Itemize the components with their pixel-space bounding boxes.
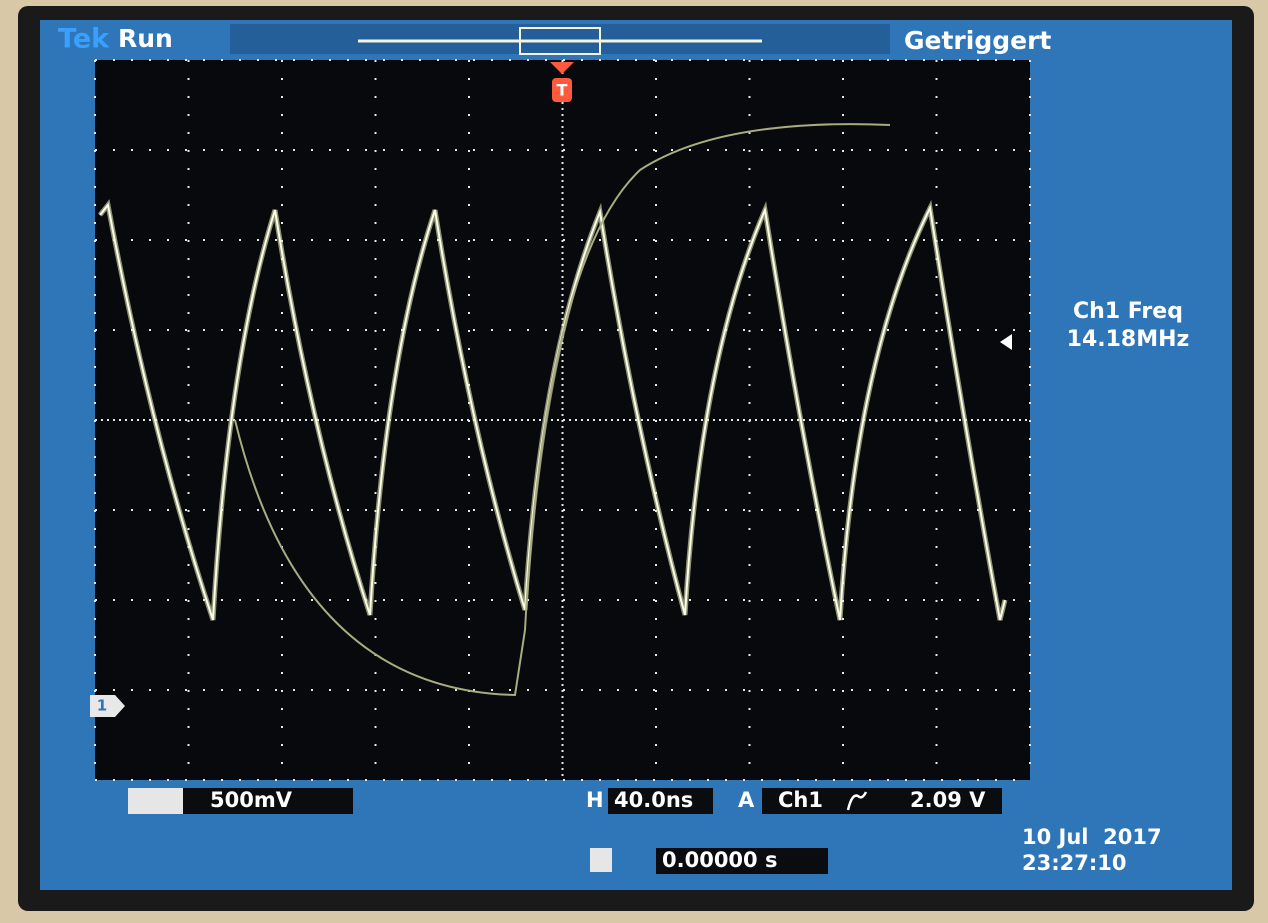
channel-marker-label: 1 [97, 697, 107, 715]
trigger-marker-label: T [557, 81, 568, 100]
time: 23:27:10 [1022, 851, 1126, 875]
ch1-badge [128, 788, 183, 814]
page: Tek Run Getriggert T 1 Ch1 Freq 14.18MHz… [0, 0, 1268, 923]
horizontal-scale: 40.0ns [614, 788, 693, 812]
trigger-state: Getriggert [904, 26, 1051, 55]
ch1-scale: 500mV [210, 788, 293, 812]
date: 10 Jul 2017 [1022, 825, 1162, 849]
measurement-label: Ch1 Freq [1073, 299, 1183, 324]
position: 0.00000 s [662, 848, 777, 872]
position-badge [590, 848, 612, 872]
horizontal-label: H [586, 788, 604, 812]
oscilloscope-photo: Tek Run Getriggert T 1 Ch1 Freq 14.18MHz… [0, 0, 1268, 923]
trigger-level: 2.09 V [910, 788, 986, 812]
brand: Tek [58, 24, 110, 55]
trigger-label: A [738, 788, 755, 812]
trigger-source: Ch1 [778, 788, 823, 812]
measurement-value: 14.18MHz [1067, 327, 1190, 352]
run-status: Run [118, 24, 173, 53]
